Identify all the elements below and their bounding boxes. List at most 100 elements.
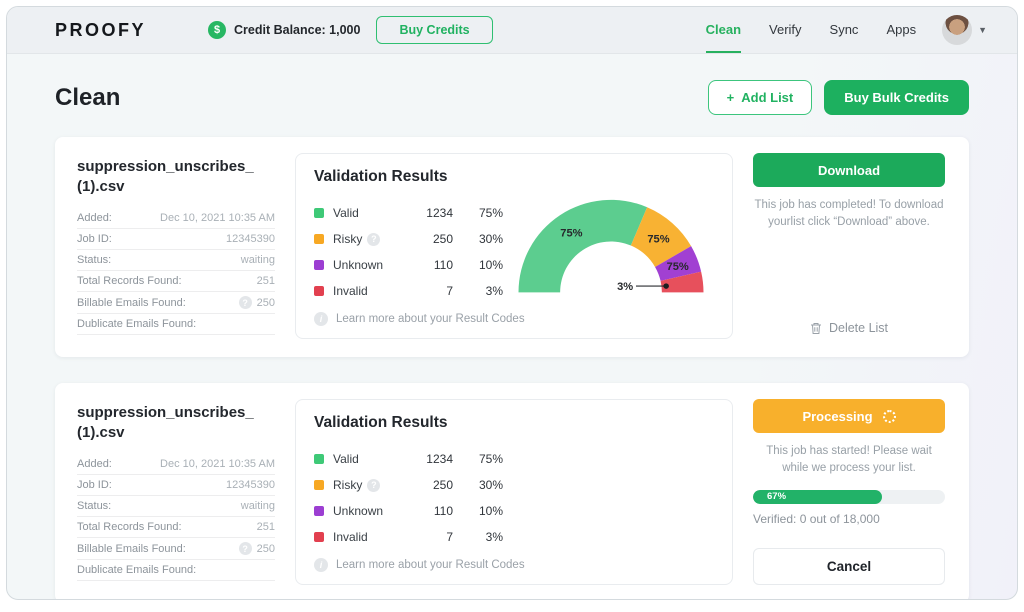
add-list-button[interactable]: + Add List bbox=[707, 80, 813, 115]
result-codes-label: Learn more about your Result Codes bbox=[336, 313, 525, 325]
user-avatar[interactable] bbox=[942, 15, 973, 45]
legend-count: 1234 bbox=[426, 452, 453, 466]
verified-count: Verified: 0 out of 18,000 bbox=[753, 511, 880, 526]
job-actions: Download This job has completed! To down… bbox=[753, 153, 945, 339]
detail-value: waiting bbox=[240, 500, 275, 512]
detail-label: Total Records Found: bbox=[77, 275, 182, 287]
job-actions: Processing This job has started! Please … bbox=[753, 399, 945, 585]
detail-label: Added: bbox=[77, 458, 112, 470]
legend-count: 7 bbox=[446, 530, 453, 544]
legend-count: 1234 bbox=[426, 206, 453, 220]
legend-count: 110 bbox=[433, 504, 453, 518]
legend-label: Unknown bbox=[333, 258, 384, 272]
result-codes-link[interactable]: i Learn more about your Result Codes bbox=[314, 304, 714, 326]
legend-row-unknown: Unknown 110 10% bbox=[314, 252, 510, 278]
valid-swatch bbox=[314, 454, 324, 464]
question-mark-icon[interactable]: ? bbox=[238, 296, 252, 309]
trash-icon bbox=[810, 322, 821, 334]
legend-pct: 10% bbox=[478, 504, 503, 518]
nav-tab-verify[interactable]: Verify bbox=[769, 21, 802, 37]
detail-value: 12345390 bbox=[226, 233, 275, 245]
file-info: suppression_unscribes_(1).csv Added: Dec… bbox=[77, 399, 275, 585]
gauge-chart-wrap: 75% 75% 75% 3% bbox=[500, 181, 722, 302]
legend-row-valid: Valid 1234 75% bbox=[314, 200, 510, 226]
question-mark-icon[interactable]: ? bbox=[367, 478, 381, 492]
question-mark-icon[interactable]: ? bbox=[367, 232, 381, 246]
legend-label: Risky? bbox=[333, 478, 405, 492]
job-card-completed: suppression_unscribes_(1).csv Added: Dec… bbox=[55, 137, 969, 357]
legend-pct: 10% bbox=[478, 258, 503, 272]
download-button[interactable]: Download bbox=[753, 153, 945, 187]
legend-label: Unknown bbox=[333, 504, 384, 518]
gauge-chart: 75% 75% 75% 3% bbox=[518, 199, 704, 293]
svg-text:75%: 75% bbox=[560, 227, 582, 239]
credit-balance-label: Credit Balance: 1,000 bbox=[234, 23, 361, 37]
invalid-swatch bbox=[314, 532, 324, 542]
legend-row-unknown: Unknown 110 10% bbox=[314, 498, 510, 524]
legend-pct: 75% bbox=[478, 452, 503, 466]
legend-count: 250 bbox=[432, 478, 453, 492]
plus-icon: + bbox=[726, 90, 735, 105]
file-detail-row-billable: Billable Emails Found: ? 250 bbox=[77, 538, 275, 560]
detail-label: Job ID: bbox=[77, 233, 112, 245]
result-codes-label: Learn more about your Result Codes bbox=[336, 559, 525, 571]
info-icon: i bbox=[314, 558, 328, 572]
file-name: suppression_unscribes_(1).csv bbox=[77, 404, 254, 441]
detail-value: waiting bbox=[240, 254, 275, 266]
file-detail-row-status: Status: waiting bbox=[77, 496, 275, 517]
legend-pct: 30% bbox=[478, 232, 503, 246]
top-bar: PROOFY $ Credit Balance: 1,000 Buy Credi… bbox=[7, 7, 1017, 54]
result-codes-link[interactable]: i Learn more about your Result Codes bbox=[314, 550, 714, 572]
file-name: suppression_unscribes_(1).csv bbox=[77, 158, 254, 195]
main-nav: Clean Verify Sync Apps bbox=[705, 7, 917, 53]
page-title: Clean bbox=[55, 83, 121, 111]
file-info: suppression_unscribes_(1).csv Added: Dec… bbox=[77, 153, 275, 339]
file-detail-row-billable: Billable Emails Found: ? 250 bbox=[77, 292, 275, 314]
user-menu[interactable]: ▼ bbox=[942, 7, 987, 53]
detail-label: Total Records Found: bbox=[77, 521, 182, 533]
detail-value: 251 bbox=[256, 275, 275, 287]
panel-title: Validation Results bbox=[314, 414, 448, 431]
file-detail-row-total: Total Records Found: 251 bbox=[77, 517, 275, 538]
buy-bulk-credits-button[interactable]: Buy Bulk Credits bbox=[824, 80, 969, 115]
info-icon: i bbox=[314, 312, 328, 326]
legend-label: Valid bbox=[333, 206, 359, 220]
risky-swatch bbox=[314, 234, 324, 244]
legend-count: 250 bbox=[432, 232, 453, 246]
file-detail-row-total: Total Records Found: 251 bbox=[77, 271, 275, 292]
page-actions: + Add List Buy Bulk Credits bbox=[707, 80, 969, 115]
detail-value: Dec 10, 2021 10:35 AM bbox=[160, 212, 275, 224]
detail-label: Dublicate Emails Found: bbox=[77, 564, 197, 576]
file-detail-row-jobid: Job ID: 12345390 bbox=[77, 475, 275, 496]
delete-list-button[interactable]: Delete List bbox=[753, 321, 945, 339]
page-header: Clean + Add List Buy Bulk Credits bbox=[7, 54, 1017, 137]
legend-count: 7 bbox=[446, 284, 453, 298]
svg-text:75%: 75% bbox=[667, 261, 689, 273]
buy-credits-button[interactable]: Buy Credits bbox=[376, 16, 493, 44]
progress-fill: 67% bbox=[753, 489, 882, 504]
validation-results-panel: Validation Results Valid 1234 75% Risky?… bbox=[295, 153, 733, 339]
legend-row-invalid: Invalid 7 3% bbox=[314, 278, 510, 304]
legend-row-invalid: Invalid 7 3% bbox=[314, 524, 510, 550]
legend-label: Invalid bbox=[333, 530, 368, 544]
unknown-swatch bbox=[314, 506, 324, 516]
file-detail-row-duplicate: Dublicate Emails Found: bbox=[77, 560, 275, 581]
legend-label: Risky? bbox=[333, 232, 405, 246]
job-completed-note: This job has completed! To download your… bbox=[754, 199, 944, 229]
legend-pct: 75% bbox=[478, 206, 503, 220]
valid-swatch bbox=[314, 208, 324, 218]
nav-tab-clean[interactable]: Clean bbox=[705, 7, 742, 53]
detail-label: Billable Emails Found: bbox=[77, 296, 186, 309]
svg-text:3%: 3% bbox=[617, 281, 633, 293]
legend-row-valid: Valid 1234 75% bbox=[314, 446, 510, 472]
legend-pct: 30% bbox=[478, 478, 503, 492]
processing-button[interactable]: Processing bbox=[753, 399, 945, 433]
detail-value: ? 250 bbox=[238, 296, 275, 309]
nav-tab-sync[interactable]: Sync bbox=[829, 21, 859, 37]
question-mark-icon[interactable]: ? bbox=[238, 542, 252, 555]
invalid-swatch bbox=[314, 286, 324, 296]
cancel-button[interactable]: Cancel bbox=[753, 548, 945, 585]
credit-balance: $ Credit Balance: 1,000 bbox=[208, 21, 360, 39]
file-detail-row-added: Added: Dec 10, 2021 10:35 AM bbox=[77, 454, 275, 475]
nav-tab-apps[interactable]: Apps bbox=[886, 21, 917, 37]
